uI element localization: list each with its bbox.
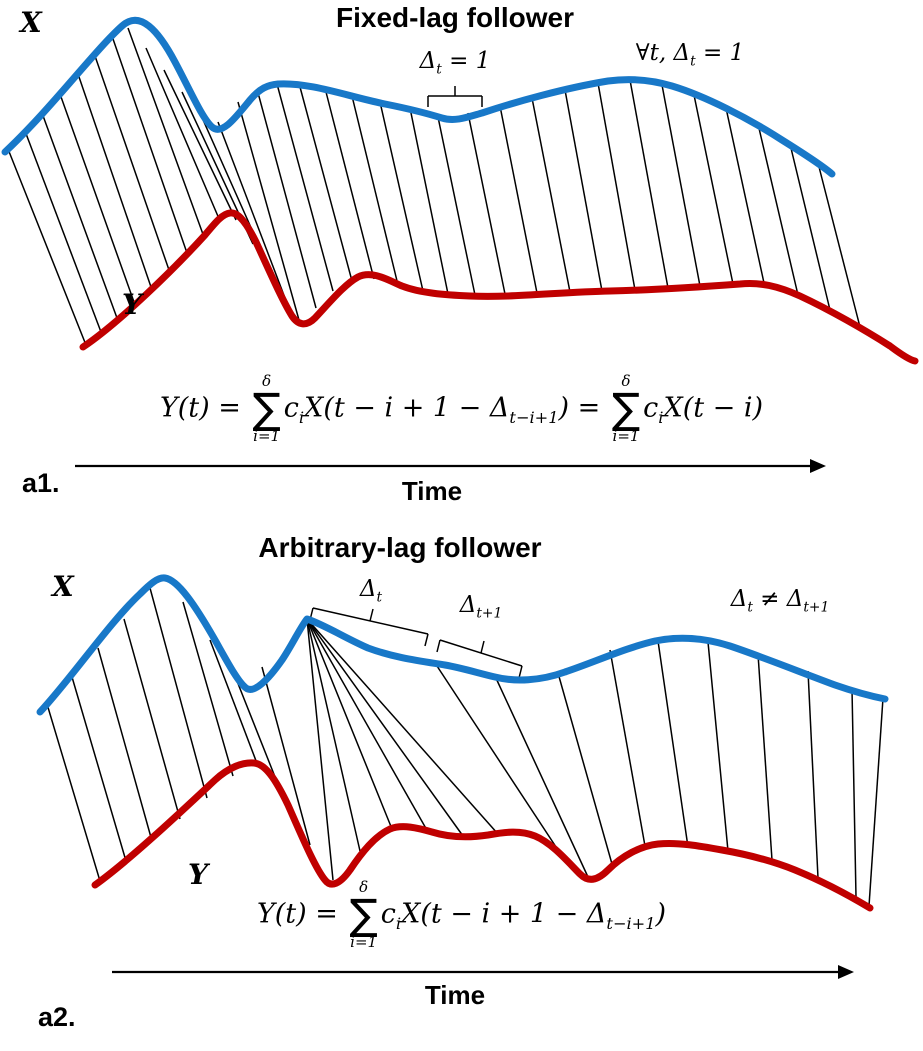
x-curve-label-a1: X (20, 6, 42, 39)
panel-a2-title: Arbitrary-lag follower (258, 532, 542, 563)
lag-link-line (499, 105, 538, 294)
lag-link-line (261, 666, 311, 846)
summation-icon: δ ∑ i=1 (611, 372, 641, 445)
lag-link-line (306, 618, 361, 852)
lag-link-line (629, 79, 669, 289)
lag-link-line (94, 55, 170, 271)
lag-annotation-a1: Δt = 1 (419, 48, 491, 78)
lag-link-line (145, 47, 221, 222)
lag-link-line (46, 703, 101, 882)
lag-link-line (494, 675, 589, 878)
formula-a2: Y(t) = δ ∑ i=1 ciX(t − i + 1 − Δt−i+1) (256, 878, 667, 951)
lag-link-line (757, 123, 799, 296)
lag-link-line (7, 148, 87, 346)
lag-link-line (609, 649, 646, 847)
lag-link-line (379, 101, 424, 292)
lag-link-line (77, 73, 152, 288)
y-curve-a2 (91, 759, 874, 912)
lag-link-line (24, 130, 102, 333)
lag-link-line (518, 665, 523, 679)
lag-link-line (757, 653, 773, 861)
arrowhead-icon (810, 459, 826, 473)
lag-link-line (851, 688, 857, 898)
lag-link-line (657, 640, 689, 848)
x-curve-a1 (1, 17, 836, 178)
lag-link-line (436, 639, 441, 653)
lag-link-line (237, 101, 300, 321)
lag-link-line (182, 601, 234, 777)
lag-link-line (306, 618, 429, 833)
lag-link-line (41, 112, 118, 319)
x-curve-a2 (36, 574, 889, 716)
formula-a1: Y(t) = δ ∑ i=1 ciX(t − i + 1 − Δt−i+1) = δ ∑… (159, 372, 764, 445)
lag-link-line (256, 88, 317, 309)
y-curve-a1 (79, 209, 919, 365)
lag-link-line (557, 672, 613, 865)
lag-annotation-a2-t: Δt (359, 576, 383, 606)
lag-link-line (597, 82, 636, 291)
time-axis-a2 (112, 965, 854, 979)
lag-link-line (276, 83, 334, 292)
lag-link-line (306, 618, 393, 830)
y-curve-label-a2: Y (188, 858, 208, 891)
lag-link-line (59, 93, 135, 303)
lag-link-line (306, 618, 464, 837)
lag-link-line (725, 107, 765, 284)
lag-link-line (480, 640, 485, 654)
lag-annotation-a2-t1: Δt+1 (459, 592, 503, 622)
lag-link-line (707, 641, 729, 852)
lag-link-line (424, 633, 429, 647)
summation-icon: δ ∑ i=1 (252, 372, 281, 445)
lag-link-line (531, 97, 571, 293)
time-axis-a1 (75, 459, 826, 473)
lag-link-line (149, 587, 208, 799)
lag-link-line (467, 112, 506, 295)
lag-link-line (868, 697, 884, 907)
panel-a1-title: Fixed-lag follower (335, 2, 575, 33)
lag-link-line (306, 618, 334, 881)
lag-link-line (564, 89, 603, 292)
lag-link-line (123, 618, 181, 820)
lag-link-line (97, 647, 153, 842)
summation-icon: δ ∑ i=1 (349, 878, 378, 951)
inequality-annotation-a2: Δt ≠ Δt+1 (730, 586, 830, 616)
panel-a1-label: a1. (22, 468, 60, 498)
y-curve-label-a1: Y (122, 288, 142, 321)
lag-links-a2 (46, 587, 884, 907)
lag-link-line (817, 162, 861, 328)
lag-link-line (111, 35, 188, 254)
lag-link-line (369, 608, 374, 622)
lag-link-line (661, 84, 701, 287)
time-label-a2: Time (424, 980, 486, 1010)
lag-link-line (351, 95, 399, 286)
lag-link-line (807, 670, 819, 879)
lag-link-line (299, 86, 353, 282)
lag-links-a1 (7, 27, 861, 346)
lag-link-line (325, 91, 375, 280)
lag-link-line (306, 618, 499, 835)
arrowhead-icon (838, 965, 854, 979)
time-label-a1: Time (401, 476, 463, 506)
lag-link-line (127, 27, 205, 238)
lag-link-line (217, 121, 286, 299)
lag-link-line (789, 143, 831, 311)
panel-a2-label: a2. (38, 1002, 76, 1032)
lag-link-line (163, 69, 237, 221)
lag-link-line (209, 639, 259, 767)
lag-link-line (693, 94, 734, 285)
forall-annotation-a1: ∀t, Δt = 1 (635, 40, 745, 70)
lag-link-line (434, 662, 561, 854)
x-curve-label-a2: X (52, 570, 74, 603)
lag-link-line (409, 107, 449, 295)
lag-link-line (437, 116, 476, 296)
lag-link-line (71, 676, 127, 862)
